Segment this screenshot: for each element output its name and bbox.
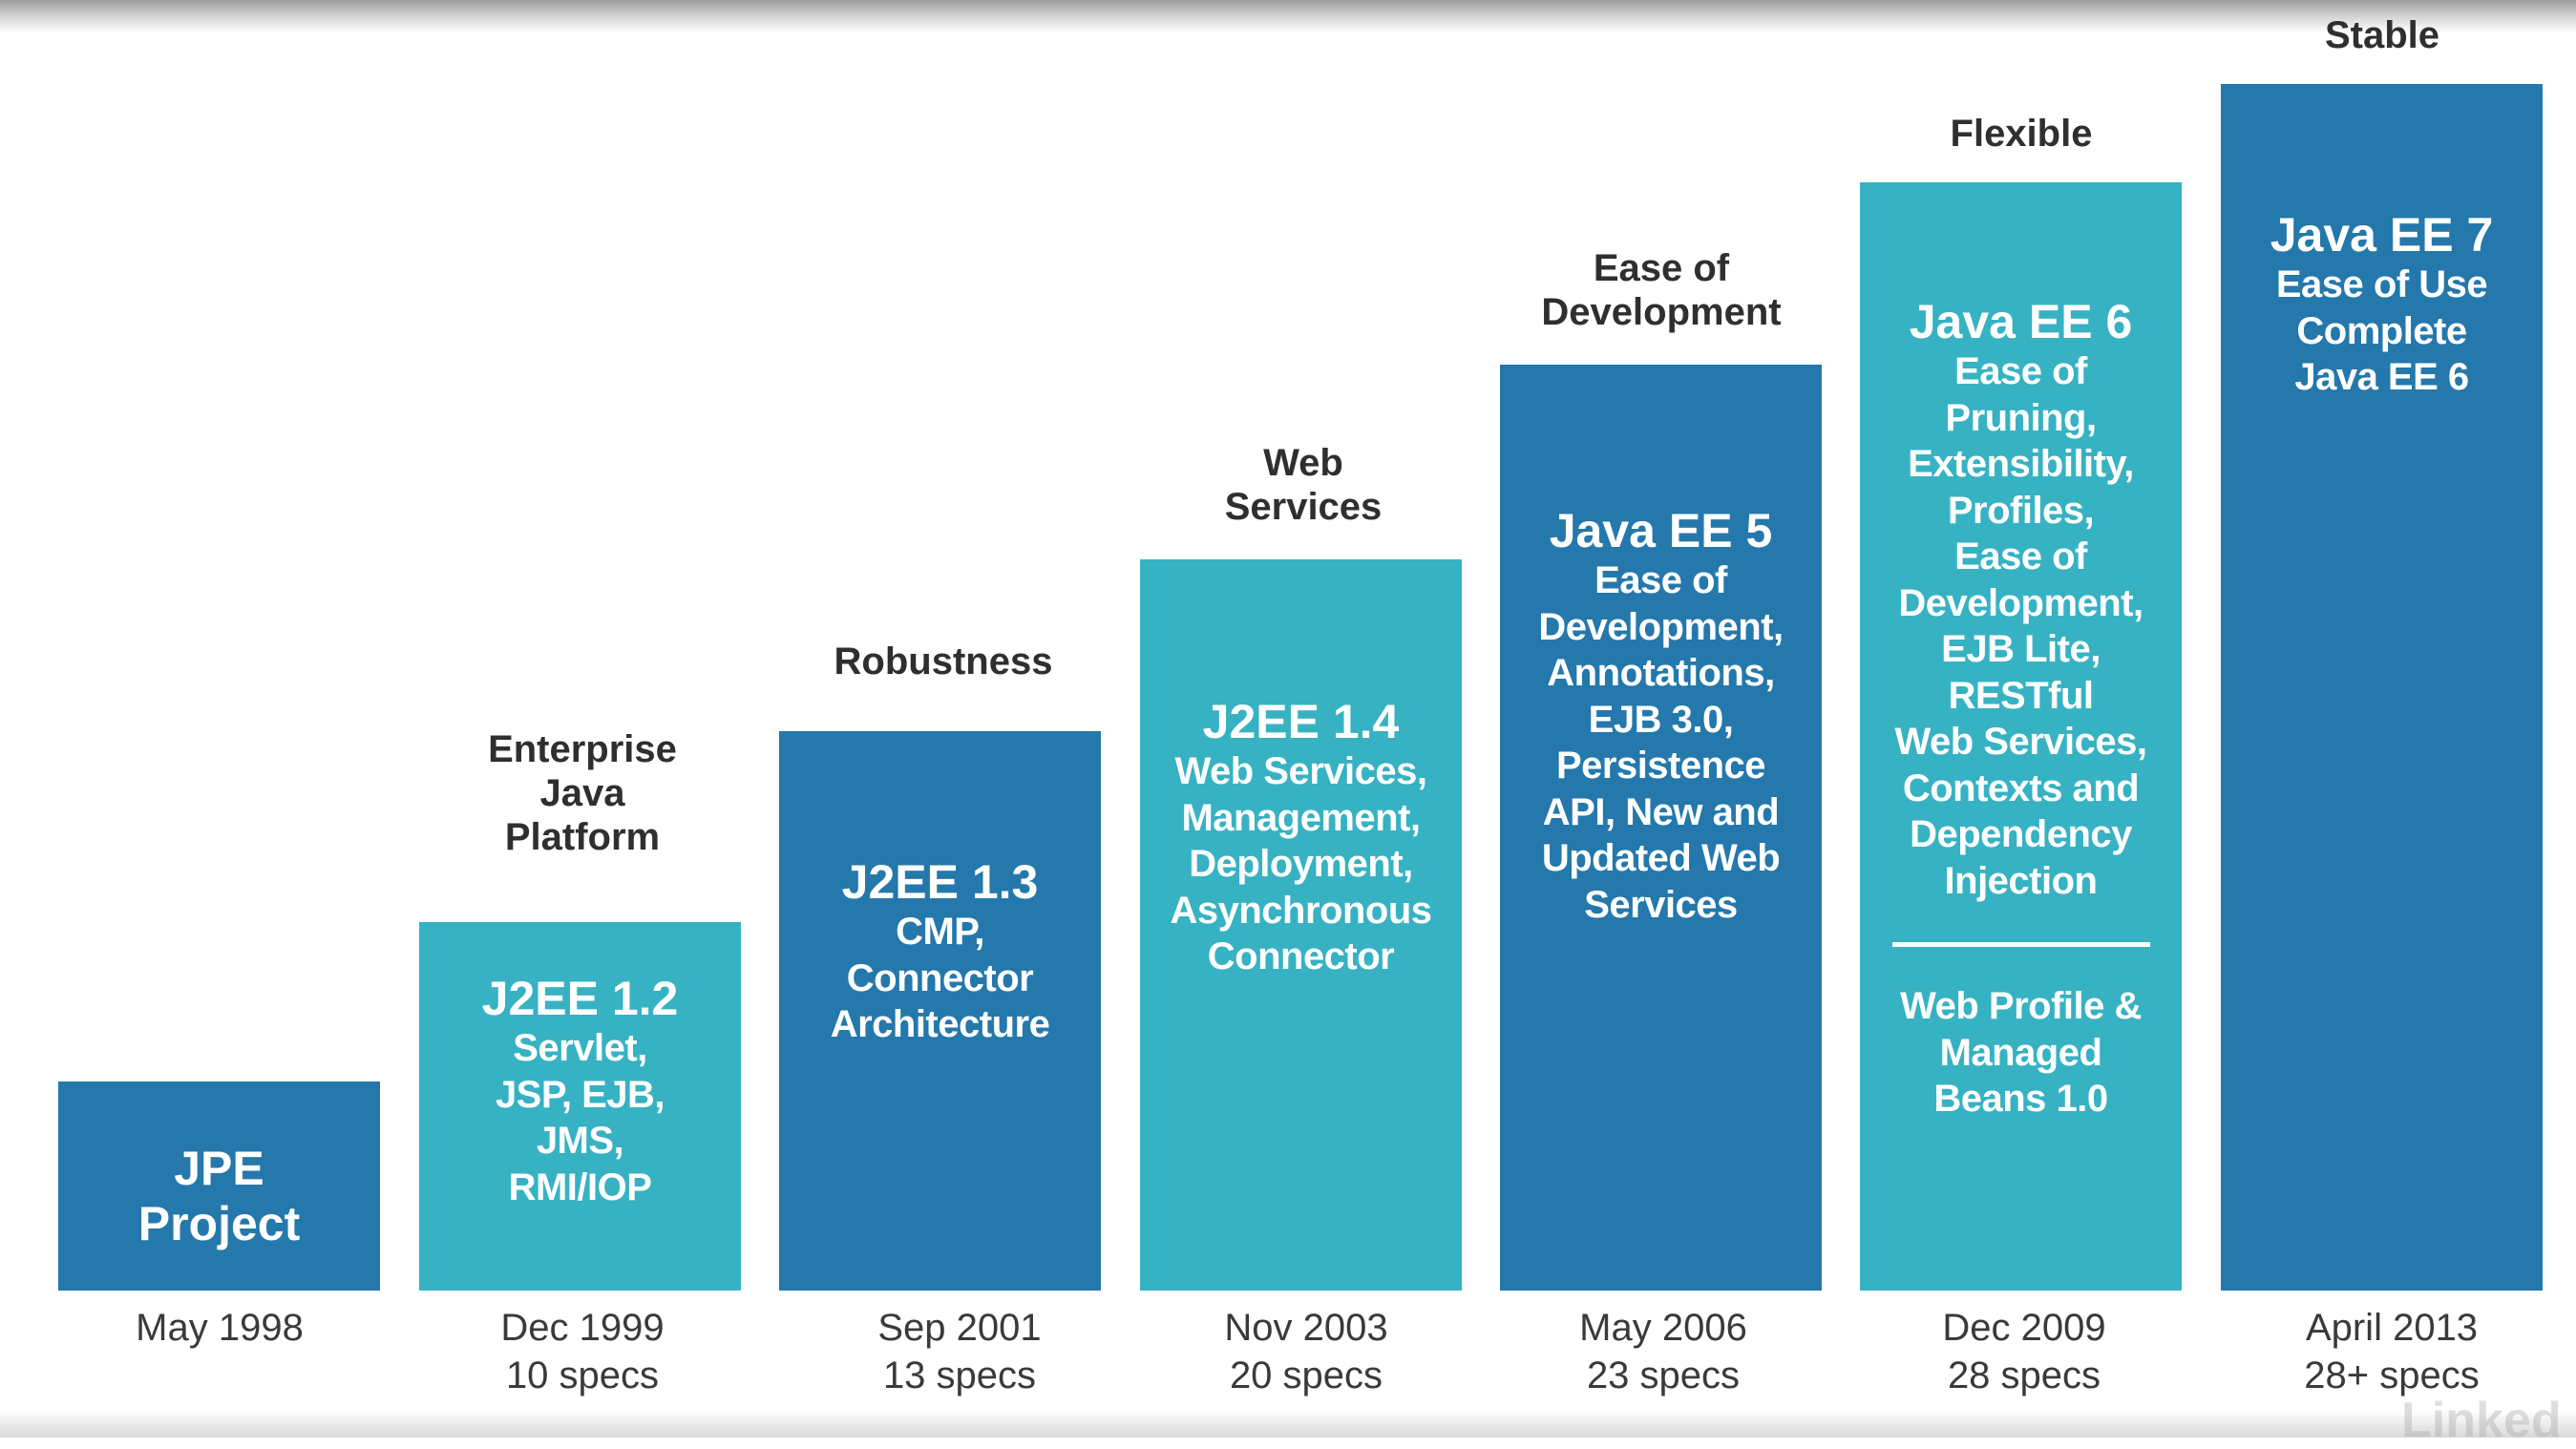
release-date: Nov 2003: [1224, 1307, 1388, 1349]
bar-title-java-ee-6: Java EE 6: [1909, 295, 2133, 348]
bar-title-j2ee-1-3: J2EE 1.3: [841, 855, 1039, 909]
release-date: May 2006: [1579, 1307, 1747, 1349]
bar-j2ee-1-2: J2EE 1.2 Servlet, JSP, EJB, JMS, RMI/IOP: [419, 922, 741, 1291]
spec-count: 10 specs: [505, 1354, 660, 1396]
bar-java-ee-5: Java EE 5 Ease of Development, Annotatio…: [1500, 365, 1822, 1291]
top-label-enterprise-java-platform: Enterprise Java Platform: [488, 728, 677, 858]
release-date: Sep 2001: [877, 1307, 1042, 1349]
bar-j2ee-1-3: J2EE 1.3 CMP, Connector Architecture: [779, 731, 1101, 1291]
release-date: Dec 2009: [1942, 1307, 2106, 1349]
bar-title-j2ee-1-2: J2EE 1.2: [481, 972, 679, 1025]
bar-title-jpe-project: JPE Project: [137, 1142, 301, 1250]
release-date: Dec 1999: [500, 1307, 665, 1349]
bottom-label-may-1998: May 1998: [57, 1304, 382, 1352]
top-label-ease-of-development: Ease of Development: [1541, 247, 1782, 333]
bar-text-j2ee-1-2: Servlet, JSP, EJB, JMS, RMI/IOP: [495, 1027, 665, 1208]
bar-text-java-ee-5: Ease of Development, Annotations, EJB 3.…: [1538, 559, 1784, 926]
bar-divider-java-ee-6: [1891, 942, 2150, 947]
bottom-label-sep-2001: Sep 2001 13 specs: [797, 1304, 1122, 1399]
top-edge-shadow: [0, 0, 2576, 32]
bar-text-j2ee-1-3: CMP, Connector Architecture: [830, 911, 1050, 1045]
bottom-label-dec-2009: Dec 2009 28 specs: [1862, 1304, 2186, 1399]
top-label-stable: Stable: [2324, 14, 2440, 56]
bottom-label-dec-1999: Dec 1999 10 specs: [420, 1304, 745, 1399]
top-label-flexible: Flexible: [1950, 113, 2093, 155]
top-label-web-services: Web Services: [1224, 442, 1383, 528]
bar-text-java-ee-7: Ease of Use Complete Java EE 6: [2275, 263, 2488, 398]
bar-title-java-ee-5: Java EE 5: [1549, 504, 1773, 557]
spec-count: 23 specs: [1586, 1354, 1741, 1396]
bar-title-j2ee-1-4: J2EE 1.4: [1202, 695, 1400, 748]
bar-j2ee-1-4: J2EE 1.4 Web Services, Management, Deplo…: [1140, 559, 1462, 1291]
bottom-label-nov-2003: Nov 2003 20 specs: [1144, 1304, 1468, 1399]
top-label-robustness: Robustness: [834, 640, 1053, 682]
bar-text-j2ee-1-4: Web Services, Management, Deployment, As…: [1170, 750, 1432, 977]
bar-extra-text-java-ee-6: Web Profile & Managed Beans 1.0: [1900, 985, 2142, 1120]
bar-jpe-project: JPE Project: [58, 1082, 380, 1291]
bar-title-java-ee-7: Java EE 7: [2270, 208, 2494, 262]
bar-java-ee-6: Java EE 6 Ease of Pruning, Extensibility…: [1860, 182, 2182, 1291]
spec-count: 13 specs: [882, 1354, 1037, 1396]
bottom-label-april-2013: April 2013 28+ specs: [2229, 1304, 2554, 1399]
spec-count: 20 specs: [1229, 1354, 1383, 1396]
spec-count: 28 specs: [1947, 1354, 2101, 1396]
bar-java-ee-7: Java EE 7 Ease of Use Complete Java EE 6: [2221, 84, 2543, 1291]
linkedin-watermark: Linked: [2401, 1393, 2562, 1448]
release-date: May 1998: [136, 1307, 304, 1349]
bottom-label-may-2006: May 2006 23 specs: [1501, 1304, 1826, 1399]
bottom-edge-shadow: [0, 1411, 2576, 1438]
bar-text-java-ee-6: Ease of Pruning, Extensibility, Profiles…: [1894, 350, 2147, 902]
spec-count: 28+ specs: [2304, 1354, 2480, 1396]
release-date: April 2013: [2305, 1307, 2479, 1349]
